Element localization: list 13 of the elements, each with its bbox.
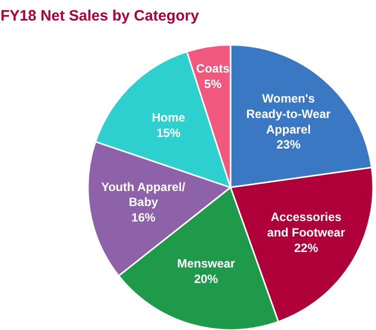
slice-label: Menswear — [177, 256, 236, 270]
slice-label: Youth Apparel/ Baby — [101, 180, 186, 210]
slice-label: Home — [152, 110, 186, 125]
slice-label: Accessories and Footwear — [267, 210, 346, 240]
data-label: 16% — [131, 210, 156, 225]
data-label: 22% — [294, 240, 318, 255]
data-label: 23% — [276, 138, 301, 152]
data-label: 20% — [194, 272, 218, 286]
slice-label: Women's Ready-to-Wear Apparel — [246, 92, 332, 136]
chart-title: FY18 Net Sales by Category — [0, 8, 200, 24]
slice-label: Coats — [196, 62, 230, 76]
data-label: 5% — [204, 76, 222, 91]
data-label: 15% — [156, 126, 181, 140]
